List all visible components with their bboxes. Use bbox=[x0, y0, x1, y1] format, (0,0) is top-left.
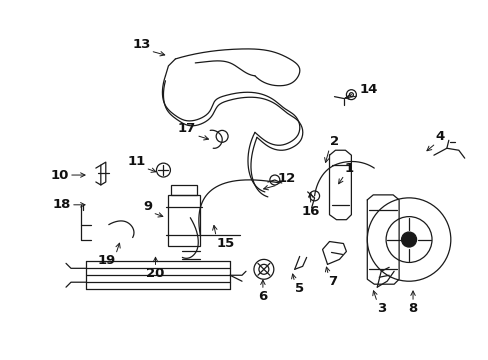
Text: 6: 6 bbox=[258, 290, 267, 303]
Text: 17: 17 bbox=[178, 122, 196, 135]
Text: 10: 10 bbox=[51, 168, 69, 181]
Text: 11: 11 bbox=[127, 155, 145, 168]
Text: 4: 4 bbox=[435, 130, 444, 143]
Text: 9: 9 bbox=[143, 200, 152, 213]
Text: 5: 5 bbox=[294, 282, 303, 295]
Text: 20: 20 bbox=[146, 267, 164, 280]
Text: 19: 19 bbox=[97, 255, 116, 267]
Text: 8: 8 bbox=[407, 302, 417, 315]
Text: 12: 12 bbox=[277, 172, 295, 185]
Text: 2: 2 bbox=[329, 135, 338, 148]
Text: 16: 16 bbox=[301, 205, 319, 218]
Text: 3: 3 bbox=[376, 302, 386, 315]
Text: 18: 18 bbox=[53, 198, 71, 211]
Text: 15: 15 bbox=[216, 237, 234, 249]
Text: 1: 1 bbox=[344, 162, 353, 175]
Bar bbox=[168, 195, 200, 247]
Circle shape bbox=[401, 232, 416, 247]
Bar bbox=[171, 185, 197, 195]
Text: 14: 14 bbox=[359, 83, 377, 96]
Text: 7: 7 bbox=[328, 275, 337, 288]
Text: 13: 13 bbox=[132, 38, 150, 51]
